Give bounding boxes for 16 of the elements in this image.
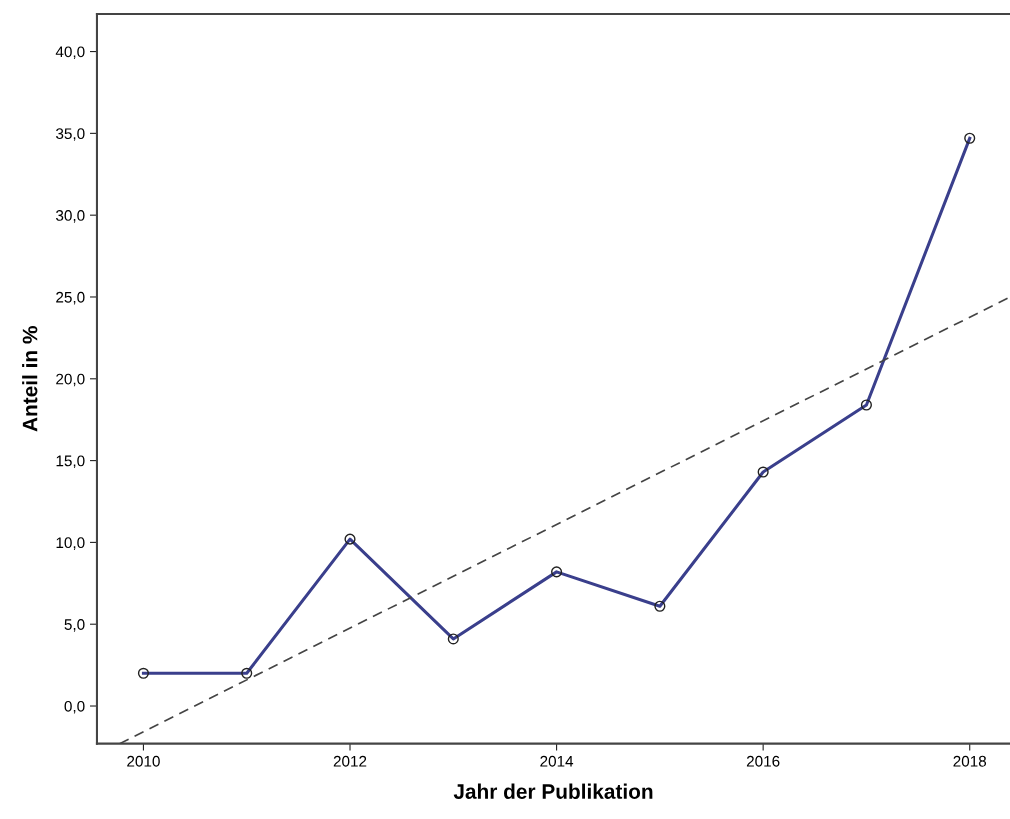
- y-tick-label: 5,0: [64, 619, 85, 632]
- x-tick-label: 2012: [333, 755, 367, 767]
- x-tick-label: 2014: [540, 755, 574, 767]
- x-tick-label: 2016: [746, 755, 780, 767]
- y-tick-label: 20,0: [56, 373, 85, 387]
- y-tick-label: 0,0: [64, 700, 85, 714]
- x-tick-label: 2018: [953, 755, 987, 767]
- x-tick-label: 2010: [127, 755, 160, 767]
- y-tick-label: 15,0: [56, 455, 85, 469]
- y-tick-label: 30,0: [56, 210, 85, 223]
- y-axis-title: Anteil in %: [22, 326, 38, 432]
- y-tick-label: 40,0: [55, 46, 85, 60]
- y-tick-label: 25,0: [56, 291, 85, 305]
- y-tick-label: 10,0: [56, 537, 85, 550]
- y-tick-label: 35,0: [56, 128, 85, 141]
- x-axis-title: Jahr der Publikation: [453, 783, 653, 799]
